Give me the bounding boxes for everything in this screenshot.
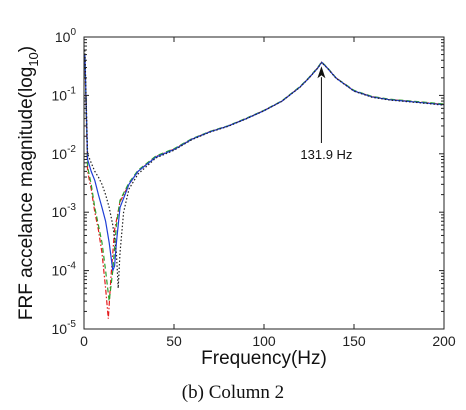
- x-axis-ticks: 0 50 100 150 200: [80, 37, 456, 349]
- y-tick-label-base: 10: [52, 321, 68, 337]
- y-axis-label-base: FRF accelance magnitude(log: [16, 67, 37, 320]
- y-tick-label-base: 10: [55, 29, 71, 45]
- x-axis-label: Frequency(Hz): [201, 348, 327, 369]
- y-tick-label-base: 10: [52, 204, 68, 220]
- y-tick-label-exp: -1: [67, 85, 76, 96]
- y-axis-label-sub: 10: [26, 52, 41, 66]
- plot-frame: [83, 36, 445, 330]
- y-tick-label-exp: -4: [67, 261, 76, 272]
- y-axis-label-end: ): [16, 46, 37, 52]
- x-tick-label: 0: [80, 333, 88, 349]
- x-tick-label: 100: [252, 333, 276, 349]
- y-tick-label-base: 10: [52, 263, 68, 279]
- y-tick-label: 100: [55, 27, 77, 45]
- x-tick-label: 50: [166, 333, 182, 349]
- y-tick-label-exp: -3: [67, 202, 76, 213]
- figure-caption: (b) Column 2: [182, 382, 284, 403]
- y-tick-label-exp: 0: [70, 27, 76, 38]
- y-axis-label: FRF accelance magnitude(log10): [16, 46, 41, 320]
- series-line-2: [84, 54, 445, 271]
- series-line-3: [84, 49, 445, 289]
- y-tick-label-base: 10: [52, 146, 68, 162]
- y-tick-label-exp: -2: [67, 144, 76, 155]
- series-line-1: [84, 57, 445, 302]
- y-tick-label-exp: -5: [67, 319, 76, 330]
- annotation-arrow-head: [317, 66, 326, 79]
- y-tick-label: 10-4: [52, 261, 77, 279]
- y-tick-label: 10-2: [52, 144, 77, 162]
- y-tick-label: 10-3: [52, 202, 77, 220]
- x-tick-label: 150: [342, 333, 366, 349]
- y-tick-label: 10-1: [52, 85, 77, 103]
- y-tick-label-base: 10: [52, 87, 68, 103]
- series-line-0: [84, 60, 445, 319]
- series-layer: [84, 49, 445, 319]
- peak-annotation: 131.9 Hz: [300, 66, 352, 162]
- y-tick-label: 10-5: [52, 319, 77, 337]
- annotation-label: 131.9 Hz: [300, 147, 352, 162]
- x-tick-label: 200: [432, 333, 456, 349]
